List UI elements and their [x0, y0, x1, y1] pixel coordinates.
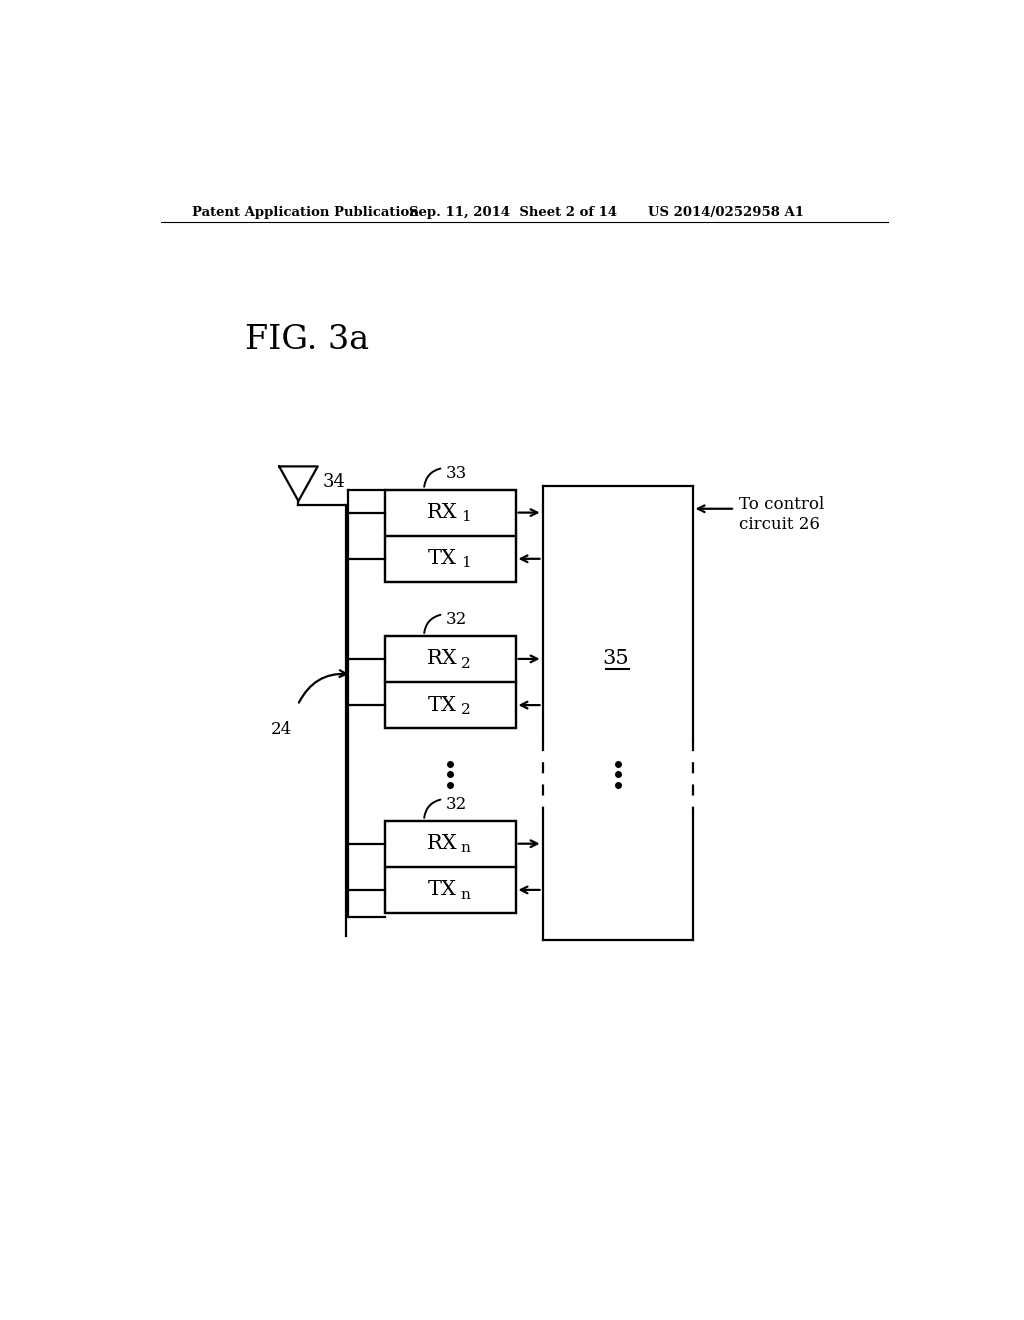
Text: 34: 34 [323, 473, 346, 491]
Text: n: n [461, 887, 471, 902]
Text: 24: 24 [270, 721, 292, 738]
Bar [385, 821, 515, 867]
Text: 32: 32 [445, 611, 467, 628]
Bar [385, 821, 515, 913]
Text: 2: 2 [461, 702, 471, 717]
Text: 2: 2 [461, 656, 471, 671]
Text: RX: RX [427, 649, 458, 668]
Text: TX: TX [428, 696, 457, 714]
Bar [385, 490, 515, 536]
Bar [385, 682, 515, 729]
Text: To control
circuit 26: To control circuit 26 [739, 496, 824, 533]
Text: 32: 32 [445, 796, 467, 813]
Text: 1: 1 [461, 557, 471, 570]
Bar [385, 636, 515, 729]
Text: RX: RX [427, 834, 458, 853]
Bar [385, 490, 515, 582]
Text: RX: RX [427, 503, 458, 523]
Text: Sep. 11, 2014  Sheet 2 of 14: Sep. 11, 2014 Sheet 2 of 14 [410, 206, 617, 219]
Bar [385, 867, 515, 913]
Text: FIG. 3a: FIG. 3a [245, 323, 369, 356]
Text: TX: TX [428, 549, 457, 569]
Text: 35: 35 [602, 649, 629, 668]
Text: Patent Application Publication: Patent Application Publication [193, 206, 419, 219]
Text: 33: 33 [445, 465, 467, 482]
Bar [385, 536, 515, 582]
Text: 1: 1 [461, 511, 471, 524]
Text: TX: TX [428, 880, 457, 899]
Bar [385, 636, 515, 682]
Text: n: n [461, 841, 471, 855]
Text: US 2014/0252958 A1: US 2014/0252958 A1 [648, 206, 804, 219]
